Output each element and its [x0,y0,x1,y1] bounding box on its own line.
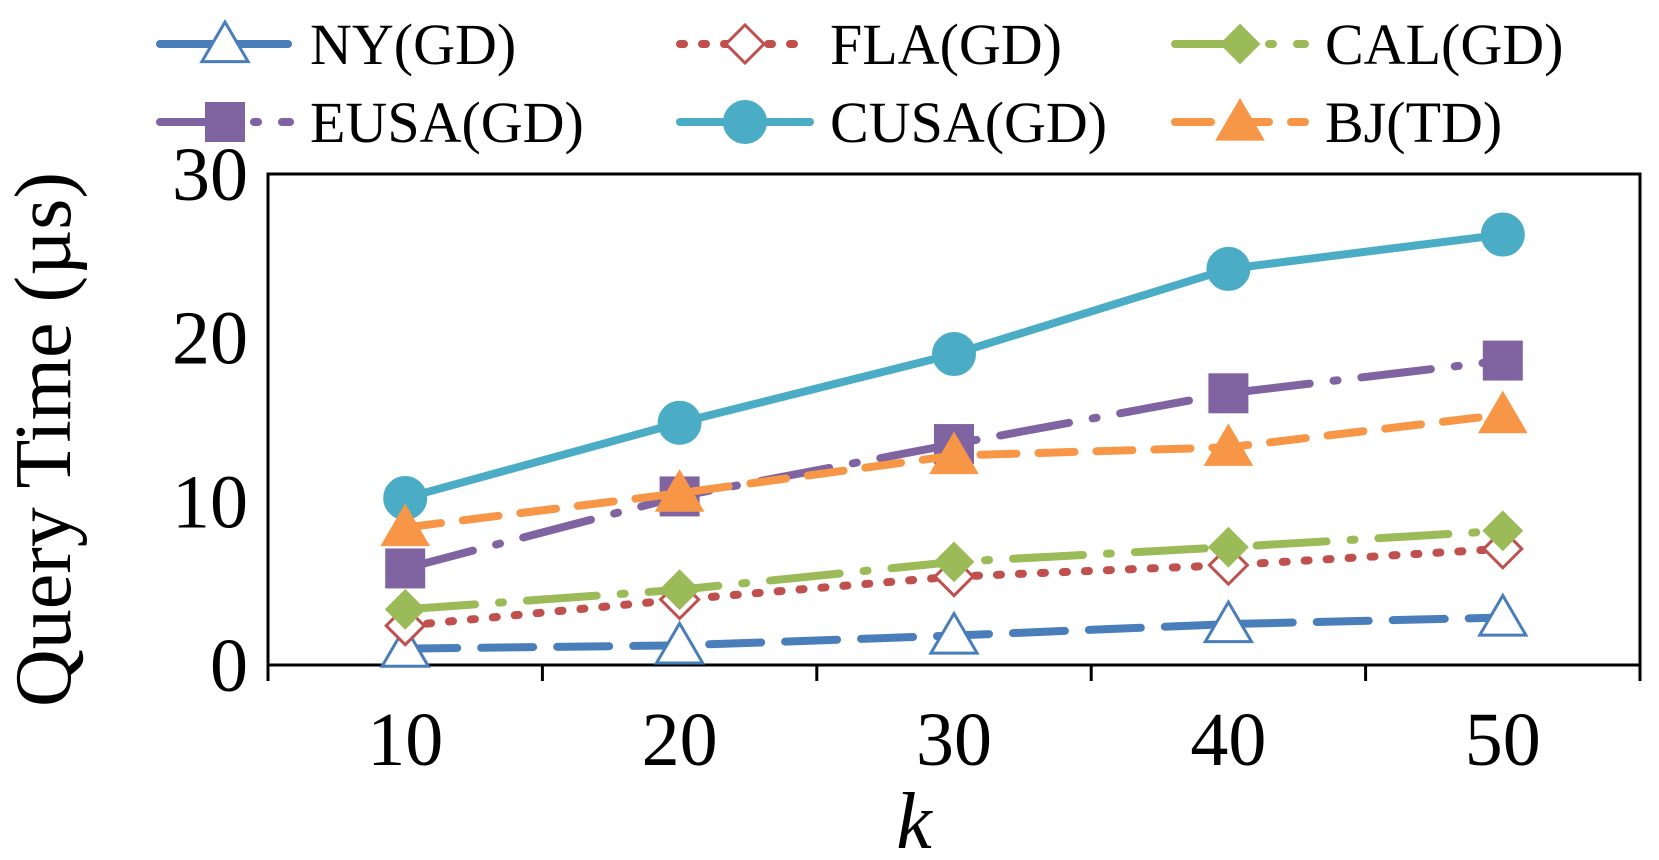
legend-marker [723,22,767,66]
x-tick-label: 10 [367,698,443,782]
data-point [1482,340,1523,381]
legend-label: CUSA(GD) [830,90,1107,155]
y-tick-label: 30 [172,133,248,217]
data-point [1477,592,1529,637]
data-point [929,431,979,475]
legend-item: CUSA(GD) [676,90,1107,155]
legend-label: EUSA(GD) [310,90,584,155]
data-point [384,588,426,630]
y-tick-label: 20 [172,297,248,381]
data-point [932,332,976,377]
data-point [1206,246,1251,291]
x-tick-label: 50 [1465,698,1541,782]
legend-marker [199,19,251,64]
x-tick-label: 20 [642,698,718,782]
plot-frame [266,172,1642,667]
data-point [933,541,975,583]
legend-label: CAL(GD) [1325,12,1563,77]
legend-item: BJ(TD) [1171,90,1502,155]
series-bj-td [380,390,1528,547]
data-point [659,569,701,611]
legend-label: NY(GD) [310,12,516,77]
data-point [1480,212,1525,257]
x-tick-label: 30 [916,698,992,782]
legend-marker [1215,98,1265,141]
series-cal-gd [384,510,1524,630]
y-axis-label: Query Time (µs) [0,172,88,707]
plot-area [266,172,1642,667]
legend-item: CAL(GD) [1171,12,1563,77]
data-point [385,548,426,589]
legend-label: BJ(TD) [1325,90,1502,155]
x-tick-label: 40 [1190,698,1266,782]
y-tick-label: 0 [210,624,248,708]
data-point [1203,423,1254,466]
y-axis: 0 10 20 30 [172,133,248,708]
series-layer [379,212,1529,668]
series-ny-gd [379,592,1529,668]
data-point [657,400,702,445]
legend-marker [205,102,245,142]
legend-label: FLA(GD) [830,12,1062,77]
legend-marker [1219,23,1261,65]
data-point [928,610,980,655]
data-point [1477,390,1528,434]
legend-marker [723,100,767,144]
data-point [653,620,706,665]
data-point [654,469,705,512]
legend-item: NY(GD) [156,12,516,77]
x-axis: 10 20 30 40 50 [266,665,1642,782]
legend-item: EUSA(GD) [156,90,584,155]
series-line [401,356,1507,573]
data-point [1482,510,1524,552]
series-cusa-gd [383,212,1525,521]
data-point [380,503,431,547]
y-tick-label: 10 [172,460,248,544]
data-point [1202,599,1255,644]
legend-item: FLA(GD) [676,12,1062,77]
legend: NY(GD) FLA(GD) CAL(GD) EUSA(GD) CUSA(GD) BJ(T… [156,12,1563,155]
data-point [1208,373,1249,414]
data-point [1207,526,1249,568]
x-axis-label: k [896,778,933,860]
